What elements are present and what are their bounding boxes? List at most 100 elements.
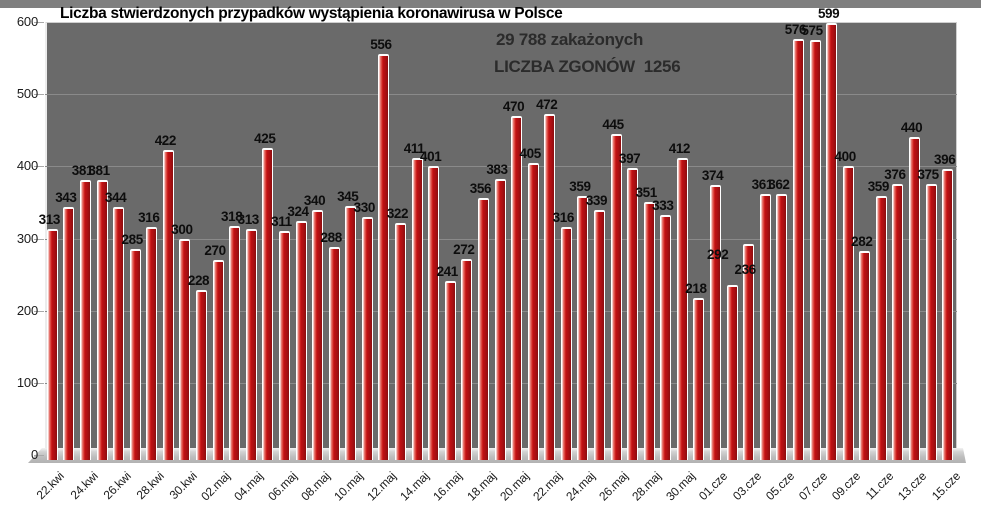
bar — [593, 210, 605, 460]
bar-value-label: 361 — [751, 177, 774, 193]
bar-value-label: 241 — [436, 264, 459, 280]
bar — [79, 180, 91, 460]
bar — [444, 281, 456, 460]
bar-value-label: 472 — [536, 97, 558, 113]
bar — [179, 238, 191, 460]
bar — [660, 214, 672, 460]
bar — [378, 53, 390, 460]
bar — [229, 225, 241, 460]
x-tick-label: 24.kwi — [67, 469, 101, 503]
bar — [477, 198, 489, 460]
x-tick-label: 11.cze — [862, 469, 897, 503]
bar — [643, 201, 655, 460]
y-tick-mark — [34, 22, 44, 23]
bar — [826, 22, 838, 460]
bar — [809, 40, 821, 460]
infected-annotation: 29 788 zakażonych — [496, 30, 644, 49]
bar — [743, 244, 755, 460]
y-tick-label: 400 — [16, 158, 38, 174]
bar — [627, 168, 639, 460]
bar — [710, 185, 722, 460]
bar-value-label: 292 — [707, 247, 729, 263]
gridline — [45, 166, 957, 168]
bar-value-label: 339 — [585, 193, 608, 209]
x-tick-label: 16.maj — [430, 469, 466, 504]
bar-value-label: 470 — [502, 98, 525, 114]
bar — [295, 221, 307, 460]
bar — [196, 290, 208, 460]
x-tick-label: 07.cze — [795, 469, 830, 504]
bar-value-label: 282 — [851, 234, 873, 250]
bar-value-label: 445 — [602, 116, 624, 132]
bar-value-label: 440 — [900, 120, 923, 136]
x-tick-label: 08.maj — [297, 469, 333, 504]
bar — [212, 260, 224, 460]
bar-value-label: 236 — [734, 261, 756, 277]
bar — [345, 206, 357, 460]
bar — [328, 247, 340, 460]
bar — [46, 229, 58, 460]
bar — [527, 162, 539, 460]
bar-value-label: 318 — [221, 208, 243, 224]
x-tick-label: 20.maj — [496, 469, 532, 504]
bar-value-label: 300 — [171, 221, 193, 237]
bar-value-label: 356 — [469, 181, 492, 197]
gridline — [45, 94, 957, 96]
bar-value-label: 381 — [71, 163, 94, 179]
bar-value-label: 313 — [237, 212, 260, 228]
bar — [278, 230, 290, 460]
y-tick-mark — [34, 94, 44, 96]
bar-value-label: 343 — [55, 190, 77, 206]
x-tick-label: 02.maj — [198, 469, 234, 504]
bar — [395, 222, 406, 460]
bar — [461, 258, 473, 460]
bar-value-label: 218 — [685, 280, 707, 296]
y-tick-mark — [34, 382, 44, 384]
y-tick-label: 300 — [16, 230, 38, 246]
bar — [859, 251, 871, 460]
x-tick-label: 03.cze — [729, 469, 764, 504]
x-tick-label: 18.maj — [463, 469, 499, 504]
x-tick-label: 05.cze — [762, 469, 797, 504]
bar — [942, 169, 954, 460]
bar-value-label: 599 — [817, 5, 840, 21]
bar-value-label: 375 — [917, 167, 939, 183]
bar-value-label: 397 — [618, 151, 641, 167]
bar-value-label: 383 — [486, 161, 508, 177]
y-tick-label: 100 — [16, 374, 38, 390]
bar-value-label: 330 — [353, 199, 376, 215]
bar-value-label: 313 — [38, 212, 61, 228]
bar — [892, 183, 904, 460]
bar — [544, 114, 556, 460]
x-tick-label: 22.kwi — [34, 469, 68, 503]
x-tick-label: 01.cze — [696, 469, 731, 504]
x-tick-label: 04.maj — [231, 469, 267, 504]
bar-value-label: 322 — [386, 205, 409, 221]
bar — [511, 115, 523, 460]
bar — [312, 209, 324, 460]
bar — [262, 148, 274, 460]
x-tick-label: 26.kwi — [100, 469, 134, 503]
bar-value-label: 359 — [569, 178, 591, 194]
bar-value-label: 228 — [187, 273, 210, 289]
bar-value-label: 556 — [370, 36, 392, 52]
bar-value-label: 405 — [519, 145, 541, 161]
x-tick-label: 14.maj — [397, 469, 432, 504]
bar — [63, 207, 75, 460]
x-tick-label: 10.maj — [331, 469, 366, 504]
y-tick-mark — [34, 238, 44, 240]
bar — [96, 180, 108, 460]
bar — [726, 284, 738, 460]
x-tick-label: 26.maj — [596, 469, 631, 504]
bar-value-label: 396 — [934, 152, 956, 168]
bar — [875, 195, 887, 460]
bar — [792, 39, 804, 460]
x-tick-label: 15.cze — [928, 469, 963, 504]
x-tick-label: 06.maj — [264, 469, 300, 504]
bar — [146, 226, 158, 460]
bar-value-label: 311 — [271, 213, 292, 229]
y-tick-mark — [34, 455, 44, 456]
bar-value-label: 340 — [303, 192, 326, 208]
x-tick-label: 28.maj — [629, 469, 665, 504]
